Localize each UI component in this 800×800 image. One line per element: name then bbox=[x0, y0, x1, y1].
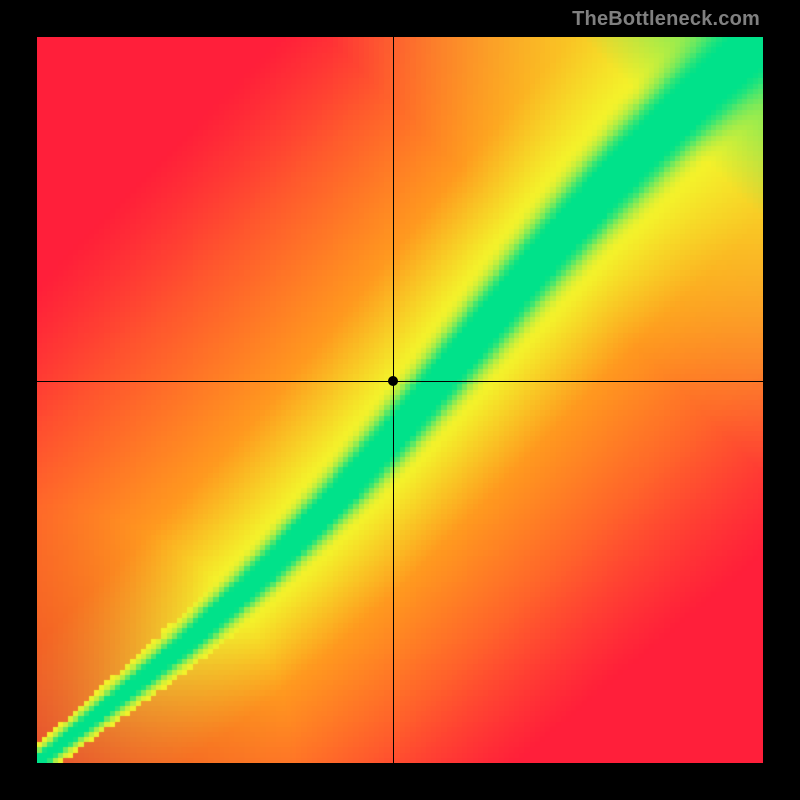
crosshair-vertical bbox=[393, 37, 394, 763]
heatmap-canvas bbox=[37, 37, 763, 763]
plot-area bbox=[37, 37, 763, 763]
watermark-text: TheBottleneck.com bbox=[572, 8, 760, 31]
crosshair-horizontal bbox=[37, 381, 763, 382]
marker-dot bbox=[388, 376, 398, 386]
chart-container: TheBottleneck.com bbox=[0, 0, 800, 800]
